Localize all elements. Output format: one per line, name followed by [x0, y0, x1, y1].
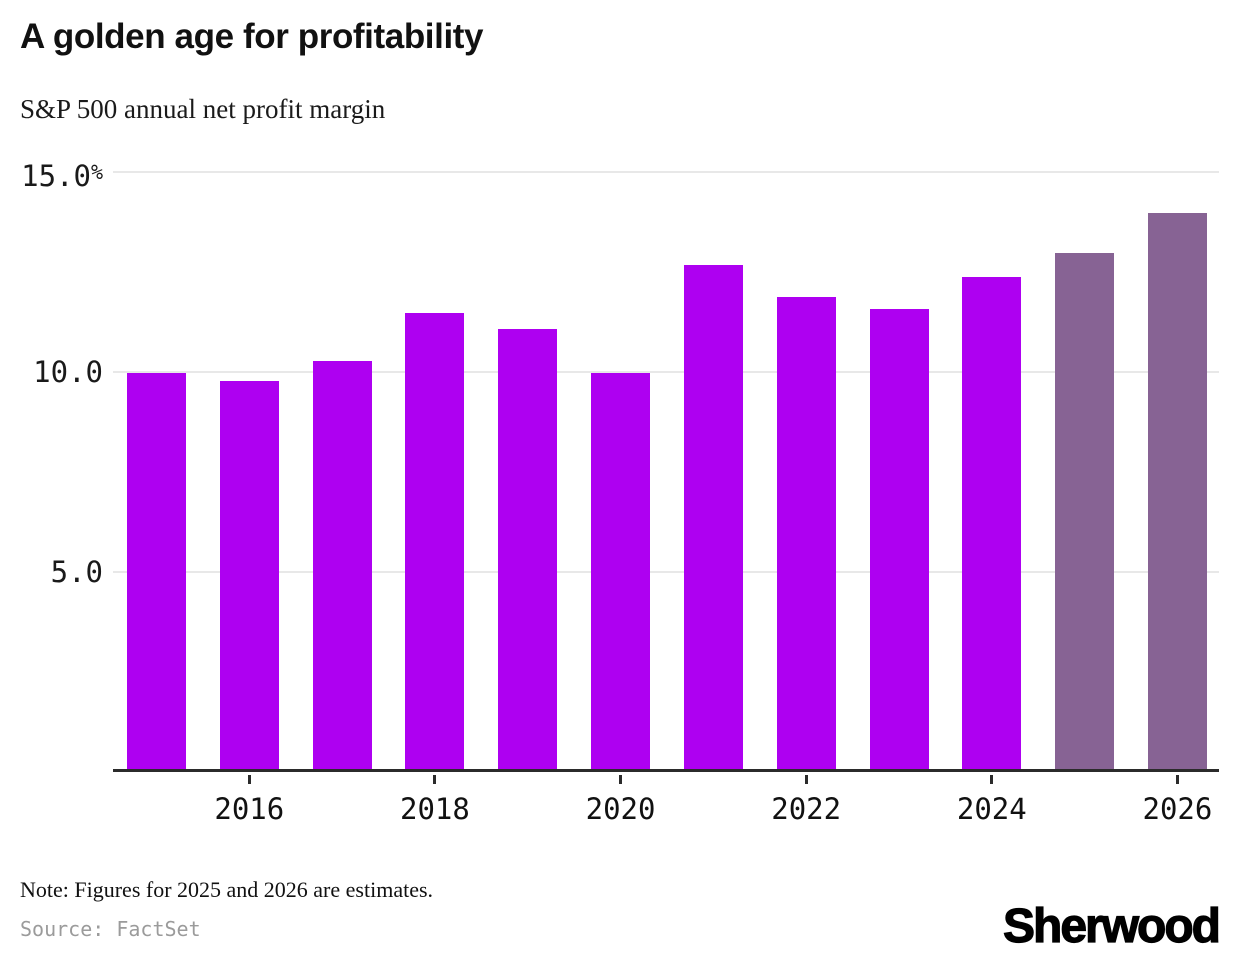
- bar-2015: [127, 373, 186, 769]
- bar-2019: [498, 329, 558, 769]
- bar-2021: [683, 265, 743, 769]
- gridline-15: [113, 171, 1219, 173]
- x-tick-label-2016: 2016: [214, 792, 285, 826]
- bar-2026: [1147, 213, 1207, 769]
- bar-2025: [1055, 253, 1115, 769]
- percent-sign: %: [90, 160, 103, 184]
- x-slot-2021: [684, 775, 743, 837]
- x-tick-2022: [804, 775, 808, 784]
- x-slot-2025: [1055, 775, 1114, 837]
- x-slot-2020: 2020: [586, 775, 655, 837]
- x-tick-label-2022: 2022: [771, 792, 842, 826]
- x-tick-label-2020: 2020: [585, 792, 656, 826]
- x-slot-2016: 2016: [214, 775, 284, 837]
- x-slot-2026: 2026: [1143, 775, 1212, 837]
- source-text: Source: FactSet: [20, 917, 201, 941]
- y-tick-label-10: 10.0: [33, 355, 103, 389]
- x-tick-2016: [247, 775, 251, 784]
- bar-2024: [962, 277, 1022, 769]
- x-tick-2018: [433, 775, 437, 784]
- x-tick-label-2026: 2026: [1142, 792, 1213, 826]
- x-tick-2024: [990, 775, 994, 784]
- x-slot-2015: [127, 775, 186, 837]
- x-slot-2018: 2018: [400, 775, 470, 837]
- y-axis-labels: 15.0% 10.0 5.0: [0, 159, 103, 772]
- gridline-10: [113, 371, 1219, 373]
- chart-title: A golden age for profitability: [20, 17, 484, 56]
- sherwood-logo: Sherwood: [1002, 899, 1221, 953]
- x-slot-2024: 2024: [957, 775, 1027, 837]
- plot-area: [113, 171, 1219, 772]
- y-tick-label-5: 5.0: [50, 555, 103, 589]
- x-slot-2017: [313, 775, 372, 837]
- bar-2022: [776, 297, 836, 769]
- x-tick-2026: [1175, 775, 1179, 784]
- bar-2023: [869, 309, 929, 769]
- x-slot-2023: [870, 775, 929, 837]
- bar-2018: [405, 313, 465, 769]
- note-text: Note: Figures for 2025 and 2026 are esti…: [20, 877, 434, 902]
- x-tick-label-2018: 2018: [400, 792, 470, 826]
- y-tick-label-15: 15.0%: [21, 159, 103, 193]
- x-slot-2019: [498, 775, 557, 837]
- x-tick-label-2024: 2024: [956, 792, 1027, 826]
- bar-2020: [591, 373, 651, 769]
- x-slot-2022: 2022: [771, 775, 841, 837]
- x-axis: 2016 2018 2020 2022 2024 2026: [113, 775, 1219, 837]
- bar-series: [113, 172, 1219, 769]
- chart-subtitle: S&P 500 annual net profit margin: [20, 94, 386, 124]
- gridline-5: [113, 571, 1219, 573]
- bar-2017: [312, 361, 372, 769]
- x-tick-2020: [619, 775, 623, 784]
- bar-2016: [219, 381, 279, 769]
